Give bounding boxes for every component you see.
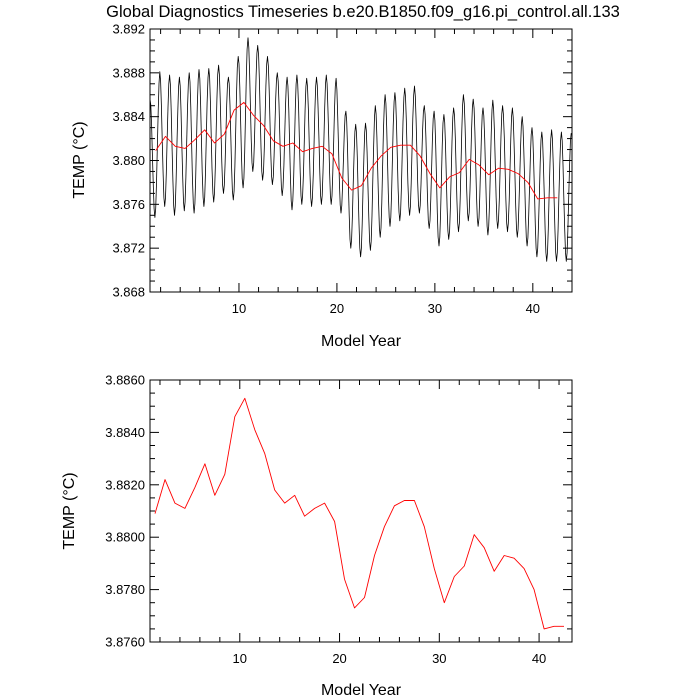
x-tick-label: 40 [532,651,546,666]
top-panel: 3.868 3.872 3.876 3.880 3.884 3.888 3.892 10 20 3… [71,22,573,350]
y-tick-label: 3.8820 [105,477,145,492]
y-tick-label: 3.888 [112,65,145,80]
y-tick-label: 3.884 [112,109,145,124]
x-tick-label: 20 [332,651,346,666]
top-series-group [149,37,572,262]
top-y-axis-label: TEMP (°C) [71,121,88,198]
x-tick-label: 10 [233,651,247,666]
monthly-series-line [149,37,572,262]
bottom-x-axis-label: Model Year [321,682,402,699]
figure-title: Global Diagnostics Timeseries b.e20.B185… [106,3,620,21]
y-tick-label: 3.872 [112,241,145,256]
y-tick-label: 3.8860 [105,373,145,388]
bottom-plot-frame [149,379,573,643]
top-ticks-group: 3.868 3.872 3.876 3.880 3.884 3.888 3.892 10 20 3… [112,22,573,316]
y-tick-label: 3.880 [112,153,145,168]
y-tick-label: 3.8780 [105,582,145,597]
x-tick-label: 20 [330,301,344,316]
y-tick-label: 3.8840 [105,425,145,440]
x-tick-label: 10 [232,301,246,316]
bottom-ticks-group: 3.8760 3.8780 3.8800 3.8820 3.8840 3.8860 10 20… [105,373,572,666]
y-tick-label: 3.876 [112,197,145,212]
bottom-y-axis-label: TEMP (°C) [61,472,78,549]
bottom-panel: 3.8760 3.8780 3.8800 3.8820 3.8840 3.8860 10 20… [61,373,573,699]
x-tick-label: 30 [432,651,446,666]
x-tick-label: 30 [428,301,442,316]
y-tick-label: 3.892 [112,22,145,37]
y-tick-label: 3.8760 [105,635,145,650]
annual-mean-series-line [154,397,564,630]
y-tick-label: 3.868 [112,285,145,300]
bottom-series-group [154,397,565,630]
annual-mean-series-line [155,101,558,200]
y-tick-label: 3.8800 [105,530,145,545]
top-x-axis-label: Model Year [321,333,402,350]
x-tick-label: 40 [526,301,540,316]
